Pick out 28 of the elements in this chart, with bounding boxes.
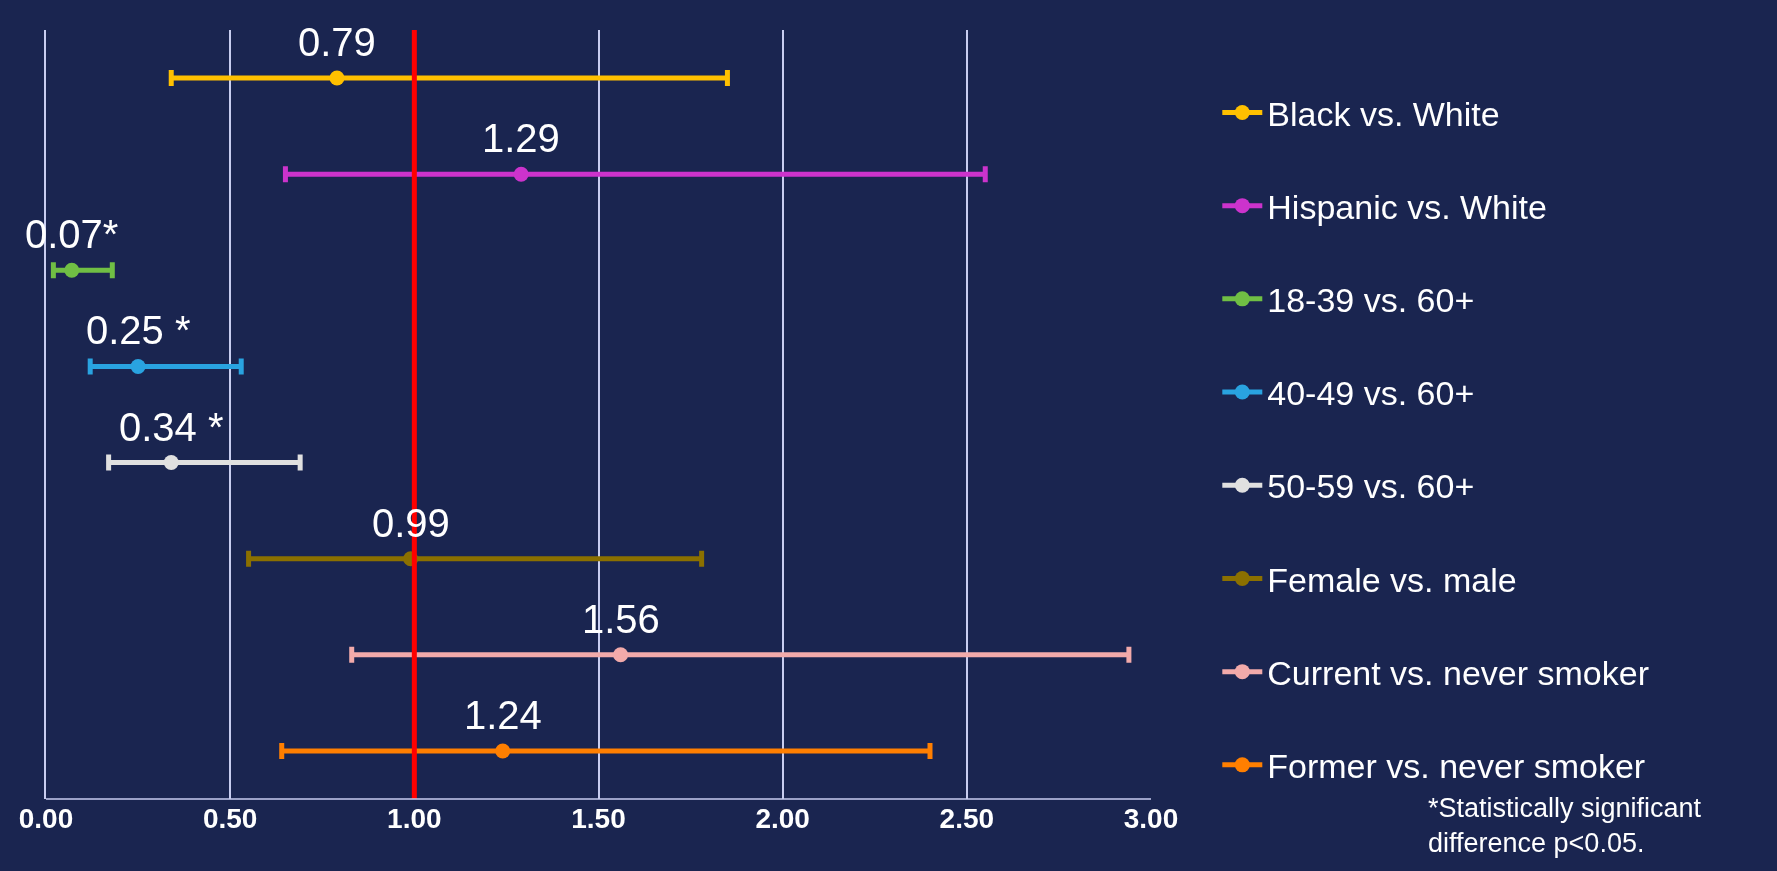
x-tick-label: 0.00	[18, 803, 74, 834]
x-tick-label: 2.50	[939, 803, 995, 834]
point	[130, 358, 146, 374]
legend-label: Hispanic vs. White	[1267, 187, 1547, 226]
data-label: 1.24	[464, 693, 542, 737]
point	[329, 70, 345, 86]
legend-label: Female vs. male	[1267, 560, 1517, 599]
x-tick-label: 0.50	[202, 803, 258, 834]
x-tick-label: 1.50	[571, 803, 626, 834]
point	[613, 647, 629, 663]
data-label: 1.29	[482, 116, 560, 160]
legend-label: Former vs. never smoker	[1267, 747, 1646, 786]
x-tick-label: 1.00	[387, 803, 442, 834]
legend-label: 18-39 vs. 60+	[1267, 281, 1475, 320]
legend-label: Current vs. never smoker	[1267, 653, 1649, 692]
x-tick-label: 2.00	[755, 803, 810, 834]
legend-label: 50-59 vs. 60+	[1267, 467, 1475, 506]
text: *Statistically significant difference p<0.05.	[1428, 793, 1702, 859]
data-label: 0.79	[298, 20, 376, 64]
data-label: 0.34 *	[119, 405, 224, 449]
point	[163, 455, 179, 471]
point	[495, 743, 511, 759]
point	[64, 262, 80, 278]
data-label: 0.25 *	[86, 308, 191, 352]
legend-label: Black vs. White	[1267, 94, 1500, 133]
x-tick-label: 3.00	[1123, 803, 1179, 834]
legend-label: 40-49 vs. 60+	[1267, 374, 1475, 413]
point	[513, 166, 529, 182]
